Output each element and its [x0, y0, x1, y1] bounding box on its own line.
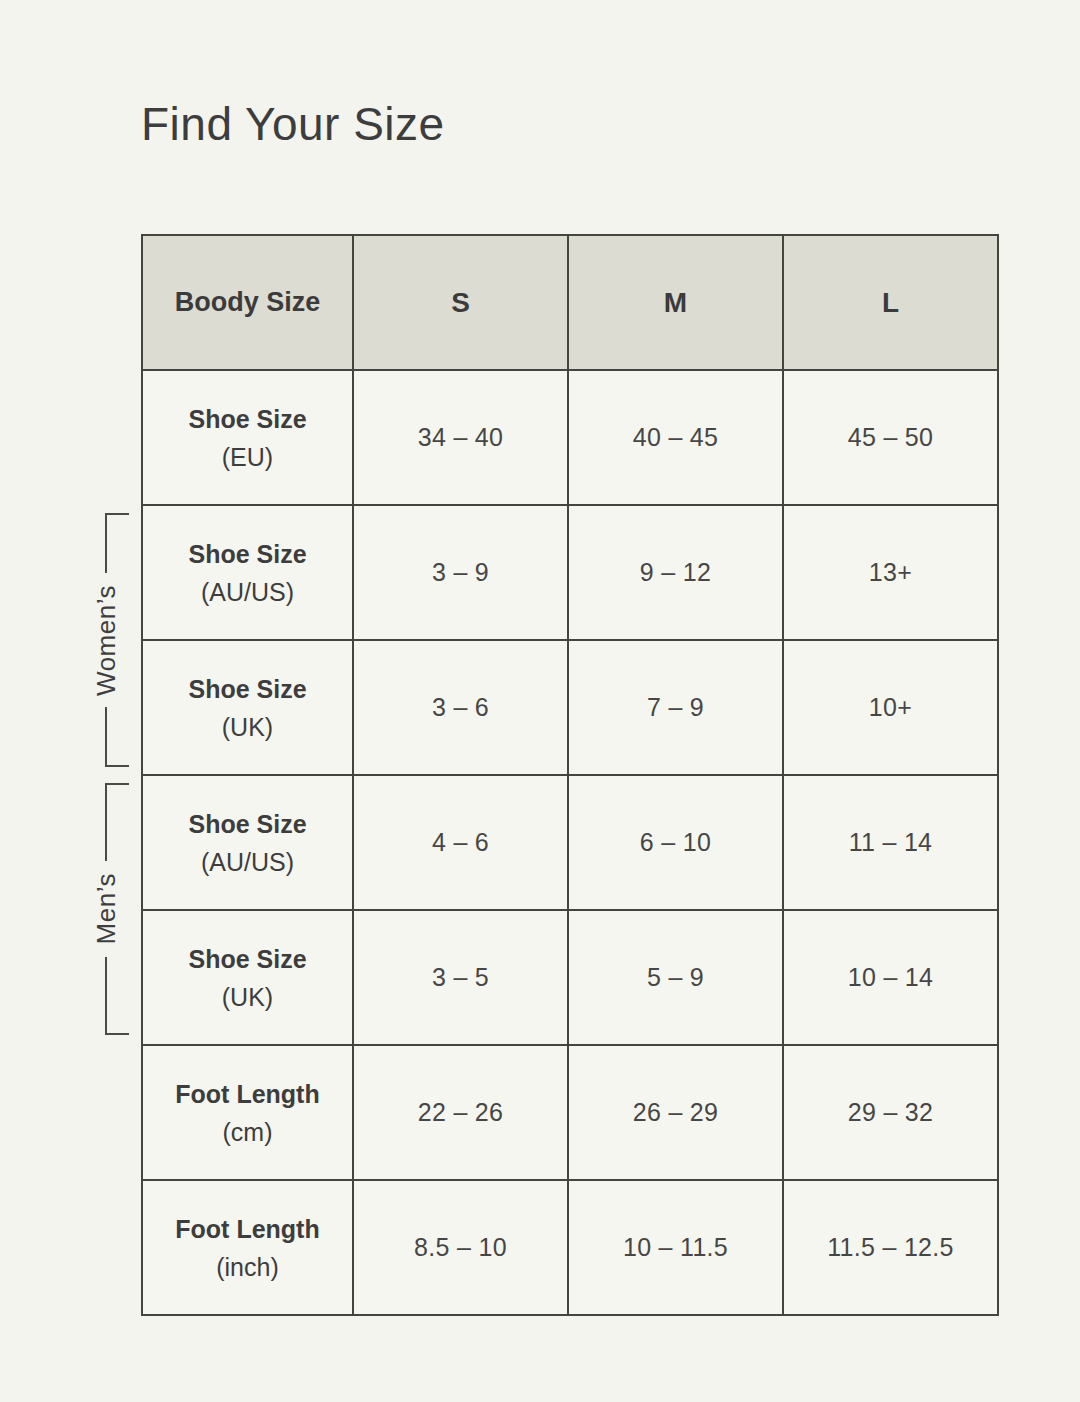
cell-value: 4 – 6 [353, 775, 568, 910]
womens-group-bracket: Women’s [105, 513, 127, 767]
table-row-womens-shoe-size-au-us: Shoe Size (AU/US) 3 – 9 9 – 12 13+ [142, 505, 998, 640]
header-cell-size-l: L [783, 235, 998, 370]
table-header-row: Boody Size S M L [142, 235, 998, 370]
cell-value: 26 – 29 [568, 1045, 783, 1180]
cell-value: 10 – 14 [783, 910, 998, 1045]
cell-value: 45 – 50 [783, 370, 998, 505]
row-label: Shoe Size [143, 400, 352, 438]
row-header: Shoe Size (AU/US) [142, 775, 353, 910]
row-header: Shoe Size (EU) [142, 370, 353, 505]
row-header: Foot Length (inch) [142, 1180, 353, 1315]
header-cell-size-m: M [568, 235, 783, 370]
row-unit: (AU/US) [143, 843, 352, 881]
row-label: Shoe Size [143, 670, 352, 708]
table-row-womens-shoe-size-uk: Shoe Size (UK) 3 – 6 7 – 9 10+ [142, 640, 998, 775]
cell-value: 10 – 11.5 [568, 1180, 783, 1315]
row-unit: (inch) [143, 1248, 352, 1286]
cell-value: 29 – 32 [783, 1045, 998, 1180]
table-row-mens-shoe-size-au-us: Shoe Size (AU/US) 4 – 6 6 – 10 11 – 14 [142, 775, 998, 910]
cell-value: 9 – 12 [568, 505, 783, 640]
bracket-arm-bottom [105, 957, 129, 1035]
cell-value: 7 – 9 [568, 640, 783, 775]
row-label: Shoe Size [143, 805, 352, 843]
row-unit: (UK) [143, 708, 352, 746]
bracket-arm-top [105, 783, 129, 861]
mens-group-bracket: Men’s [105, 783, 127, 1035]
size-chart-table: Boody Size S M L Shoe Size (EU) 34 – 40 … [141, 234, 999, 1316]
table-row-foot-length-inch: Foot Length (inch) 8.5 – 10 10 – 11.5 11… [142, 1180, 998, 1315]
cell-value: 5 – 9 [568, 910, 783, 1045]
row-label: Shoe Size [143, 940, 352, 978]
cell-value: 3 – 9 [353, 505, 568, 640]
cell-value: 11 – 14 [783, 775, 998, 910]
row-unit: (cm) [143, 1113, 352, 1151]
cell-value: 34 – 40 [353, 370, 568, 505]
row-label: Shoe Size [143, 535, 352, 573]
cell-value: 6 – 10 [568, 775, 783, 910]
row-unit: (UK) [143, 978, 352, 1016]
row-header: Shoe Size (UK) [142, 640, 353, 775]
row-label: Foot Length [143, 1210, 352, 1248]
page-title: Find Your Size [141, 97, 445, 151]
table-row-mens-shoe-size-uk: Shoe Size (UK) 3 – 5 5 – 9 10 – 14 [142, 910, 998, 1045]
bracket-arm-top [105, 513, 129, 573]
cell-value: 3 – 5 [353, 910, 568, 1045]
row-header: Foot Length (cm) [142, 1045, 353, 1180]
row-header: Shoe Size (UK) [142, 910, 353, 1045]
row-unit: (EU) [143, 438, 352, 476]
womens-group-label: Women’s [92, 585, 120, 696]
cell-value: 11.5 – 12.5 [783, 1180, 998, 1315]
header-cell-size-s: S [353, 235, 568, 370]
table-row-foot-length-cm: Foot Length (cm) 22 – 26 26 – 29 29 – 32 [142, 1045, 998, 1180]
cell-value: 40 – 45 [568, 370, 783, 505]
mens-group-label: Men’s [92, 873, 120, 944]
table-row-shoe-size-eu: Shoe Size (EU) 34 – 40 40 – 45 45 – 50 [142, 370, 998, 505]
row-unit: (AU/US) [143, 573, 352, 611]
header-cell-boody-size: Boody Size [142, 235, 353, 370]
bracket-arm-bottom [105, 707, 129, 767]
row-header: Shoe Size (AU/US) [142, 505, 353, 640]
cell-value: 10+ [783, 640, 998, 775]
cell-value: 13+ [783, 505, 998, 640]
cell-value: 22 – 26 [353, 1045, 568, 1180]
cell-value: 8.5 – 10 [353, 1180, 568, 1315]
cell-value: 3 – 6 [353, 640, 568, 775]
row-label: Foot Length [143, 1075, 352, 1113]
